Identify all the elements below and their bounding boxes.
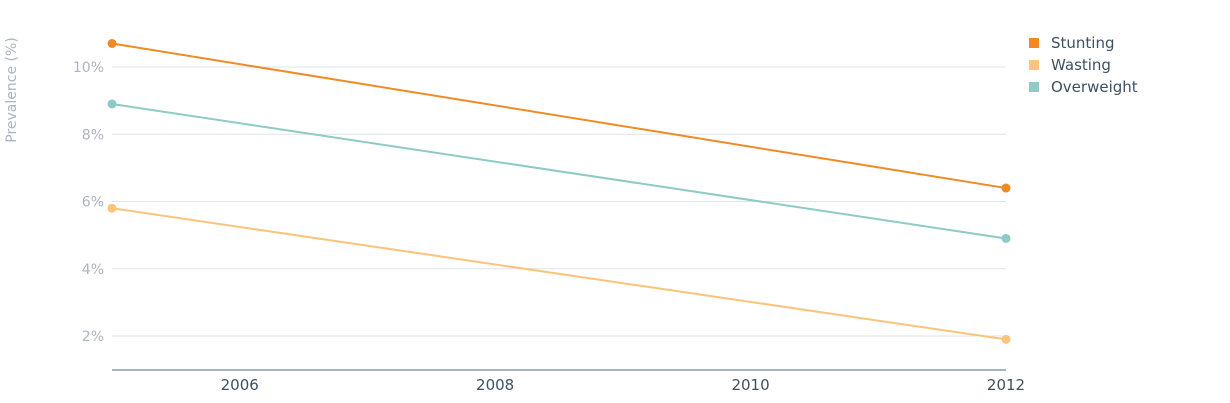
data-point-stunting [107, 38, 117, 48]
x-axis-ticks: 2006 2008 2010 2012 [221, 376, 1025, 394]
legend-item-stunting: Stunting [1029, 32, 1138, 54]
data-point-wasting [1001, 334, 1011, 344]
x-tick-label: 2008 [476, 376, 514, 394]
legend-swatch-stunting [1029, 38, 1039, 48]
data-point-stunting [1001, 183, 1011, 193]
gridlines [112, 66, 1006, 337]
data-point-overweight [107, 99, 117, 109]
series-line-wasting [111, 207, 1007, 341]
series-line-overweight [111, 102, 1007, 240]
series-points [107, 38, 1011, 344]
legend-label-stunting: Stunting [1051, 34, 1115, 52]
y-axis-label: Prevalence (%) [4, 37, 20, 143]
y-tick-label: 8% [82, 127, 104, 143]
legend-label-overweight: Overweight [1051, 78, 1138, 96]
y-axis-label-container: Prevalence (%) [0, 36, 26, 152]
chart-legend: Stunting Wasting Overweight [1029, 32, 1138, 98]
legend-item-overweight: Overweight [1029, 76, 1138, 98]
legend-swatch-overweight [1029, 82, 1039, 92]
series-line-stunting [111, 42, 1007, 190]
y-tick-label: 2% [82, 329, 104, 345]
series-lines [111, 42, 1007, 341]
y-tick-label: 10% [73, 60, 104, 76]
x-tick-label: 2012 [987, 376, 1025, 394]
data-point-overweight [1001, 233, 1011, 243]
legend-swatch-wasting [1029, 60, 1039, 70]
data-point-wasting [107, 203, 117, 213]
y-tick-label: 4% [82, 262, 104, 278]
legend-item-wasting: Wasting [1029, 54, 1138, 76]
x-tick-label: 2006 [221, 376, 259, 394]
y-axis-ticks: 2% 4% 6% 8% 10% [73, 60, 104, 345]
x-tick-label: 2010 [731, 376, 769, 394]
legend-label-wasting: Wasting [1051, 56, 1111, 74]
y-tick-label: 6% [82, 195, 104, 211]
